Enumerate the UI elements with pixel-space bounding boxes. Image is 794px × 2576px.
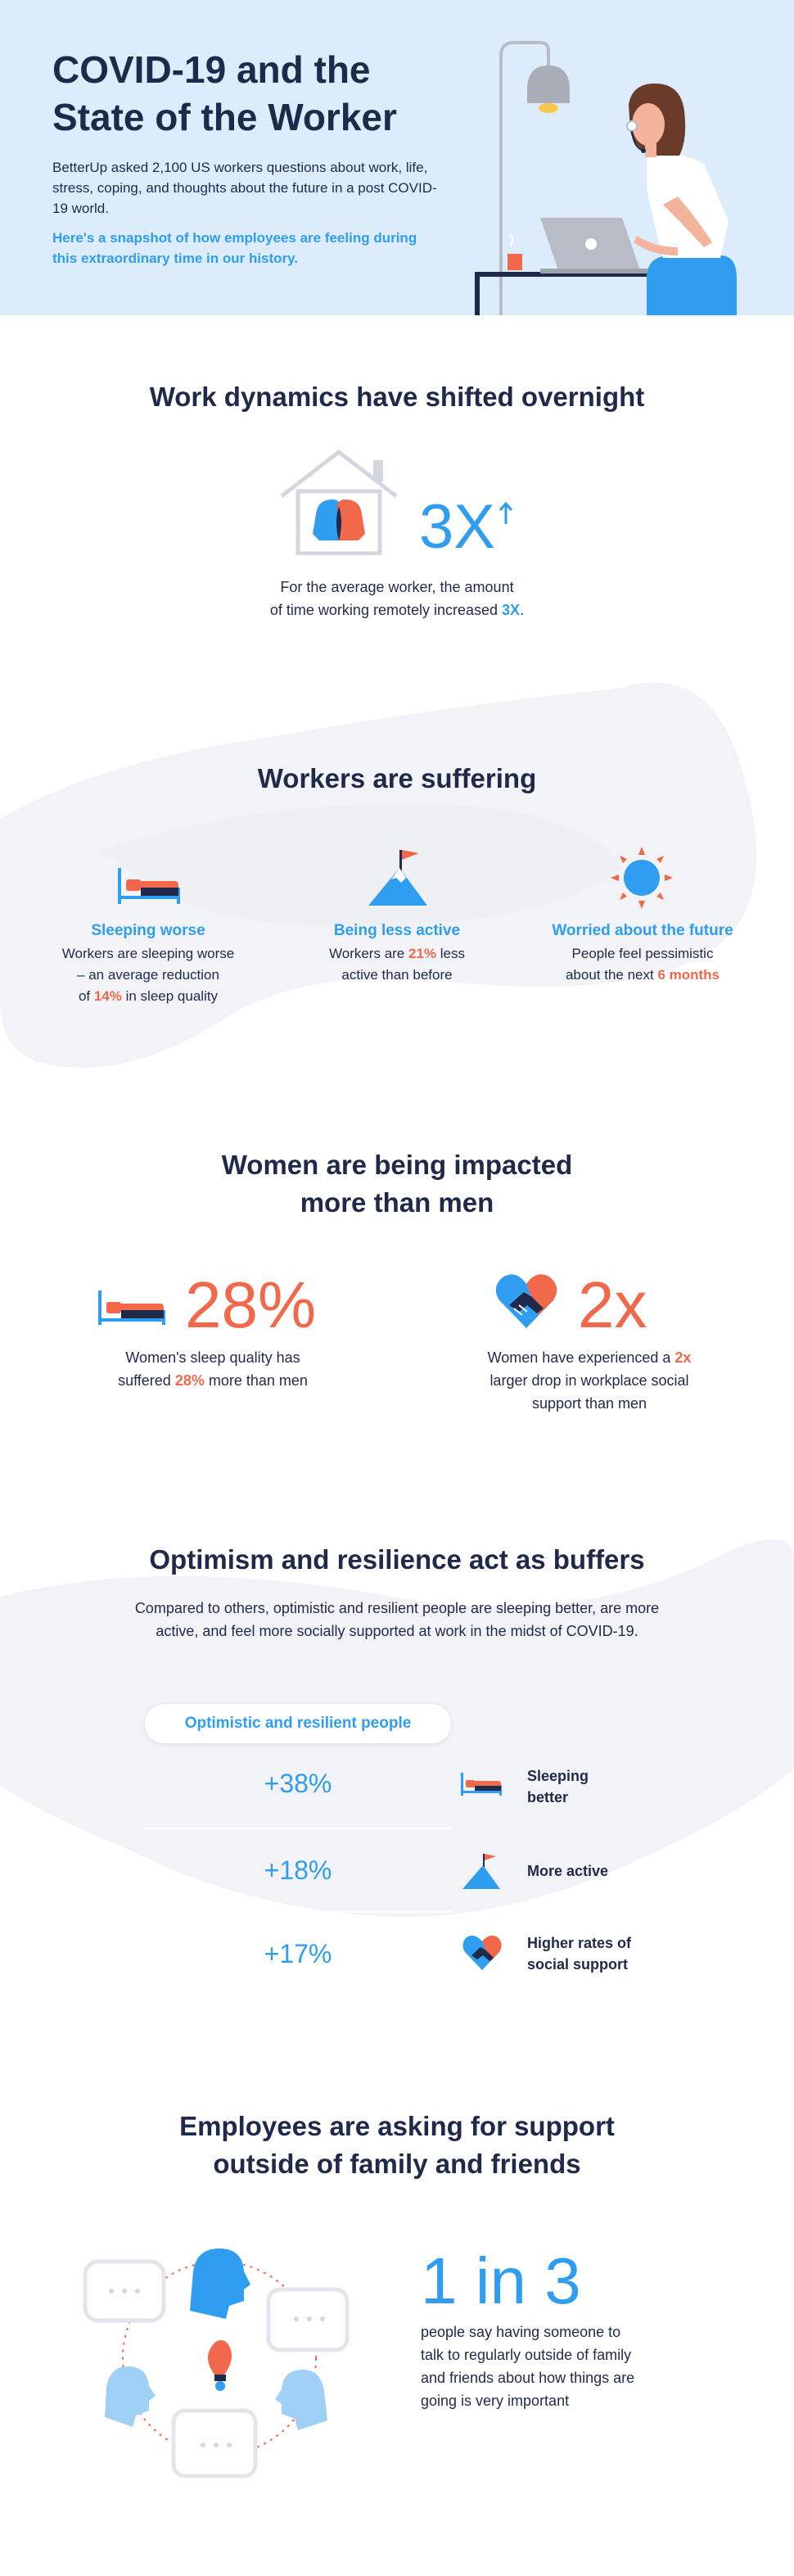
suffering-col-future: Worried about the future People feel pes…: [552, 922, 733, 983]
sleep-better-label: Sleeping better: [527, 1768, 589, 1805]
background-shape: [0, 1539, 794, 1918]
suffering-col-sleep: Sleeping worse Workers are sleeping wors…: [61, 922, 235, 1004]
women-sleep-text: Women's sleep quality has suffered 28% m…: [118, 1349, 308, 1389]
bed-icon: [461, 1773, 502, 1796]
divider: [144, 1911, 452, 1913]
optimism-pill: Optimistic and resilient people: [144, 1703, 452, 1744]
hero-banner: COVID-19 and the State of the Worker Bet…: [0, 0, 794, 315]
women-support-stat: 2x: [578, 1268, 647, 1341]
arrow-up-icon: [499, 501, 513, 524]
optimism-intro: Compared to others, optimistic and resil…: [134, 1600, 660, 1639]
social-support-value: +17%: [264, 1939, 332, 1968]
conversation-illustration: [83, 2248, 350, 2479]
bed-icon: [98, 1290, 165, 1325]
background-shape: [0, 682, 756, 1068]
women-title: Women are being impacted more than men: [221, 1150, 573, 1218]
divider: [144, 1828, 452, 1829]
worker-illustration: [475, 41, 737, 315]
suffering-col-active: Being less active Workers are 21% less a…: [329, 922, 465, 983]
sun-icon: [611, 847, 673, 909]
bed-icon: [118, 868, 180, 904]
remote-work-stat: 3X: [419, 492, 495, 562]
house-heads-icon: [280, 449, 398, 555]
sleep-better-value: +38%: [264, 1769, 332, 1798]
title-line-1: COVID-19 and the: [52, 48, 371, 91]
suffering-title: Workers are suffering: [257, 763, 537, 793]
page-title: COVID-19 and the State of the Worker: [52, 46, 397, 141]
hero-highlight: Here's a snapshot of how employees are f…: [52, 230, 417, 266]
title-line-2: State of the Worker: [52, 96, 397, 138]
social-support-label: Higher rates of social support: [527, 1935, 632, 1973]
mountain-flag-icon: [368, 850, 427, 906]
heart-handshake-icon: [495, 1274, 557, 1328]
women-sleep-stat: 28%: [185, 1268, 317, 1341]
hero-intro: BetterUp asked 2,100 US workers question…: [52, 160, 437, 216]
women-support-text: Women have experienced a 2x larger drop …: [487, 1349, 692, 1412]
work-dynamics-title: Work dynamics have shifted overnight: [149, 382, 645, 412]
work-dynamics-text: For the average worker, the amount of ti…: [269, 579, 525, 618]
support-title: Employees are asking for support outside…: [179, 2111, 615, 2179]
heart-handshake-icon: [462, 1935, 502, 1970]
mountain-flag-icon: [462, 1854, 500, 1889]
support-stat: 1 in 3: [421, 2244, 581, 2317]
more-active-label: More active: [527, 1863, 609, 1879]
more-active-value: +18%: [264, 1855, 332, 1885]
optimism-title: Optimism and resilience act as buffers: [149, 1544, 645, 1575]
support-text: people say having someone to talk to reg…: [421, 2324, 635, 2409]
